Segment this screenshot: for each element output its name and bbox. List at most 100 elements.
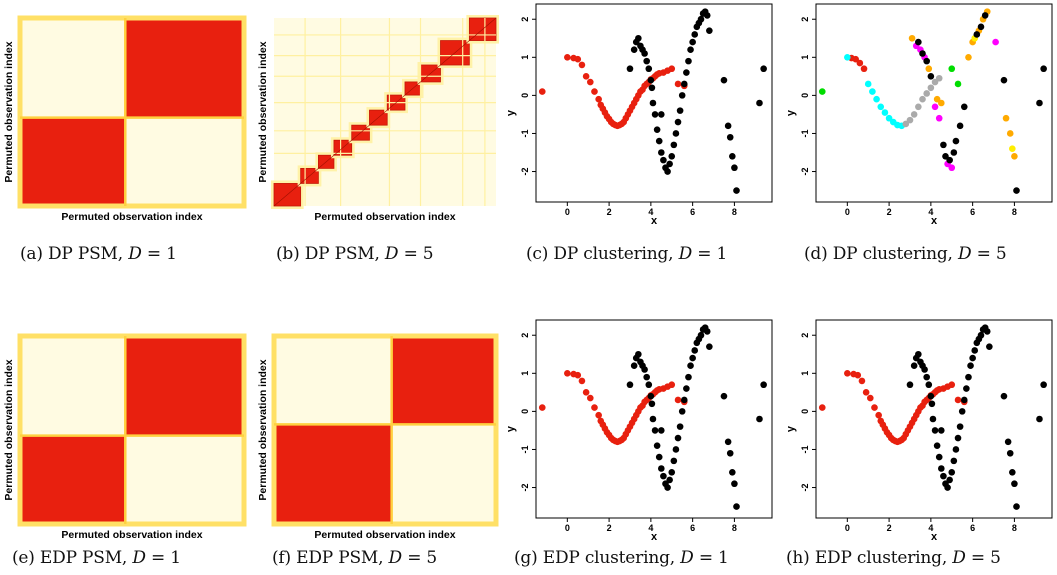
data-point [906,116,914,124]
data-point [645,381,653,389]
data-point [591,404,598,411]
y-tick-label: 1 [520,371,530,376]
data-point [858,377,866,385]
y-tick-label: -2 [800,484,810,492]
heatmap-xlabel: Permuted observation index [61,529,202,541]
data-point [960,103,968,111]
scatter-plot-c: 0 2 4 6 8 -2 -1 0 1 2 x y [505,0,776,228]
data-point [664,484,671,491]
data-point [564,54,571,61]
data-point [971,347,979,354]
heatmap-xlabel: Permuted observation index [61,211,202,223]
caption-e: (e) EDP PSM, D = 1 [12,548,181,568]
y-tick-label: 0 [520,93,530,98]
scatter-svg: 0 2 4 6 8 -2 -1 0 1 2 x y [505,319,773,543]
y-tick-label: 2 [520,333,530,338]
data-point [664,168,671,175]
data-point [666,160,673,168]
data-point [967,362,974,369]
data-point [992,38,999,46]
data-point [1009,145,1016,152]
data-point [660,156,667,164]
data-point [670,141,678,149]
data-point [963,385,970,392]
data-point [986,343,993,350]
data-point [927,84,935,92]
scatter-ylabel: y [786,425,797,432]
data-point [958,408,966,415]
x-tick-label: 4 [648,207,653,217]
data-point [928,400,936,408]
data-point [856,59,864,67]
data-point [641,50,648,57]
y-tick-label: 2 [800,333,810,338]
data-point [927,392,935,400]
data-point [578,61,586,69]
x-tick-label: 6 [690,207,695,217]
data-point [940,472,947,480]
data-point [760,381,767,389]
data-point [660,472,667,480]
data-point [672,446,680,453]
data-point [668,469,676,476]
data-point [915,38,922,46]
x-tick-label: 6 [690,523,695,533]
data-point [981,12,989,19]
data-point [574,371,582,379]
heatmap-ylabel: Permuted observation index [257,41,269,182]
scatter-xlabel: x [931,531,938,543]
data-point [852,55,859,63]
data-point [1036,415,1043,423]
data-point [626,65,634,73]
data-point [973,31,981,38]
caption-h: (h) EDP clustering, D = 5 [786,548,1001,568]
data-point [965,54,972,61]
data-point [680,80,688,88]
heatmap-ylabel: Permuted observation index [3,359,15,500]
x-tick-label: 2 [887,207,892,217]
data-point [854,371,862,379]
y-tick-label: 2 [520,17,530,22]
y-tick-label: -2 [520,484,530,492]
data-point [948,381,956,389]
heatmap-ylabel: Permuted observation index [3,41,15,182]
data-point [674,118,682,126]
data-point [670,457,678,465]
scatter-plot-h: 0 2 4 6 8 -2 -1 0 1 2 x y [785,316,1056,544]
data-point [948,164,956,172]
data-point [938,465,945,472]
data-point [651,111,659,118]
data-point [658,149,665,156]
data-point [1004,438,1012,446]
data-point [1000,392,1008,400]
data-point [948,65,956,73]
data-point [706,27,713,34]
data-point [687,46,694,53]
data-point [666,476,673,484]
data-point [658,427,665,434]
data-point [674,434,682,442]
data-point [683,385,690,392]
x-tick-label: 8 [1012,207,1017,217]
data-point [564,370,571,377]
data-point [691,347,699,354]
data-point [954,396,962,404]
psm-heatmap-f: Permuted observation index Permuted obser… [254,320,500,544]
data-point [954,434,962,442]
data-point [1040,381,1047,389]
y-tick-label: 0 [520,409,530,414]
x-tick-label: 6 [970,207,975,217]
data-point [1013,187,1020,194]
data-point [1011,480,1018,488]
y-tick-label: 2 [800,17,810,22]
data-point [655,137,663,145]
data-point [689,354,696,362]
heatmap-svg: Permuted observation index Permuted obser… [3,333,247,541]
data-point [977,331,985,339]
data-point [574,55,582,63]
data-point [946,156,953,164]
data-point [724,122,732,130]
heatmap-svg: Permuted observation index Permuted obser… [3,15,247,223]
data-point [929,415,937,423]
data-point [862,389,870,396]
